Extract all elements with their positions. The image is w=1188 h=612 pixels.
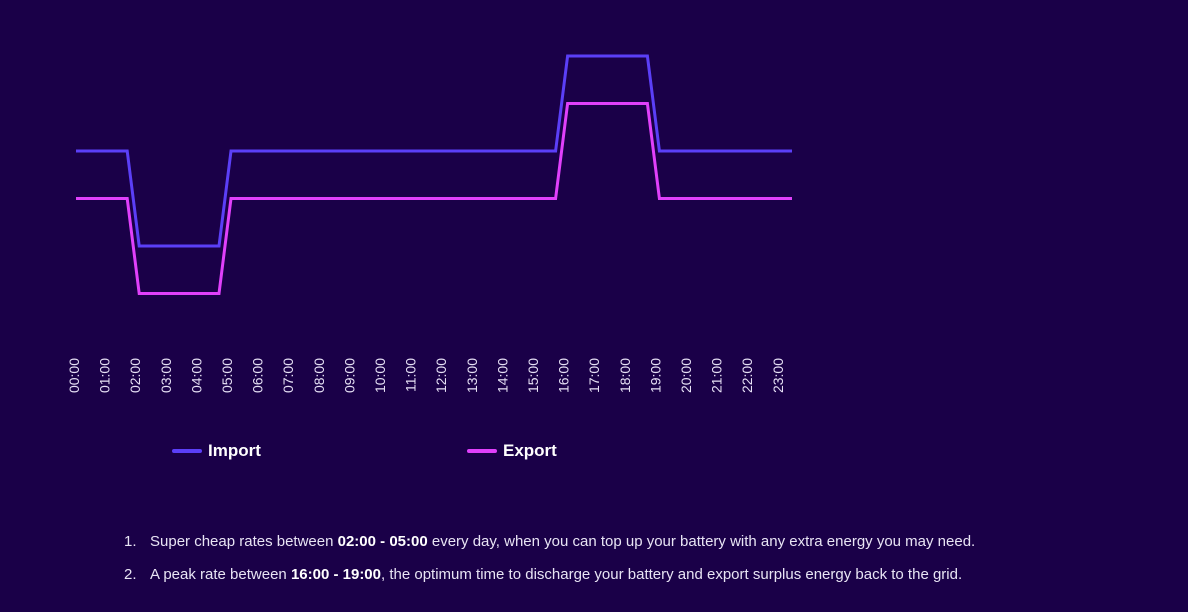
series-layer: [76, 54, 792, 295]
legend-item-import: Import: [172, 440, 261, 462]
note-number: 1.: [124, 533, 137, 550]
x-tick-label: 21:00: [709, 358, 725, 393]
x-tick-label: 19:00: [647, 358, 663, 393]
x-tick-label: 00:00: [66, 358, 82, 393]
x-tick-label: 09:00: [341, 358, 357, 393]
x-tick-label: 20:00: [678, 358, 694, 393]
x-tick-label: 15:00: [525, 358, 541, 393]
rate-line-chart: 00:00 01:00 02:00 03:00 04:00 05:00 06:00 07:00…: [66, 54, 792, 393]
x-tick-label: 07:00: [280, 358, 296, 393]
series-line-import: [76, 54, 792, 248]
x-tick-label: 17:00: [586, 358, 602, 393]
note-suffix: , the optimum time to discharge your bat…: [381, 566, 963, 583]
x-tick-label: 08:00: [311, 358, 327, 393]
note-highlight-time: 02:00 - 05:00: [337, 533, 428, 550]
note-number: 2.: [124, 566, 137, 583]
x-tick-label: 04:00: [188, 358, 204, 393]
chart-legend: Import Export: [0, 440, 1188, 464]
note-highlight-time: 16:00 - 19:00: [290, 566, 381, 583]
series-line-export: [76, 102, 792, 295]
note-prefix: A peak rate between: [150, 566, 291, 583]
x-tick-label: 12:00: [433, 358, 449, 393]
x-tick-label: 22:00: [739, 358, 755, 393]
legend-label-import: Import: [208, 441, 261, 460]
x-tick-label: 02:00: [127, 358, 143, 393]
x-tick-label: 14:00: [494, 358, 510, 393]
x-tick-label: 03:00: [158, 358, 174, 393]
x-tick-label: 01:00: [97, 358, 113, 393]
rate-notes-list: 1. Super cheap rates between 02:00 - 05:0…: [120, 532, 1160, 598]
x-tick-label: 23:00: [770, 358, 786, 393]
x-axis-ticks: 00:00 01:00 02:00 03:00 04:00 05:00 06:00 07:00…: [66, 358, 786, 393]
x-tick-label: 11:00: [403, 358, 419, 392]
note-item: 2. A peak rate between 16:00 - 19:00, the…: [120, 565, 1160, 584]
x-tick-label: 18:00: [617, 358, 633, 393]
legend-swatch-export: [467, 449, 497, 453]
x-tick-label: 05:00: [219, 358, 235, 393]
legend-label-export: Export: [503, 441, 557, 460]
note-item: 1. Super cheap rates between 02:00 - 05:0…: [120, 532, 1160, 551]
x-tick-label: 13:00: [464, 358, 480, 393]
legend-swatch-import: [172, 449, 202, 453]
legend-item-export: Export: [467, 440, 557, 462]
note-prefix: Super cheap rates between: [150, 533, 338, 550]
note-suffix: every day, when you can top up your batt…: [427, 533, 976, 550]
x-tick-label: 10:00: [372, 358, 388, 393]
x-tick-label: 16:00: [556, 358, 572, 393]
x-tick-label: 06:00: [250, 358, 266, 393]
